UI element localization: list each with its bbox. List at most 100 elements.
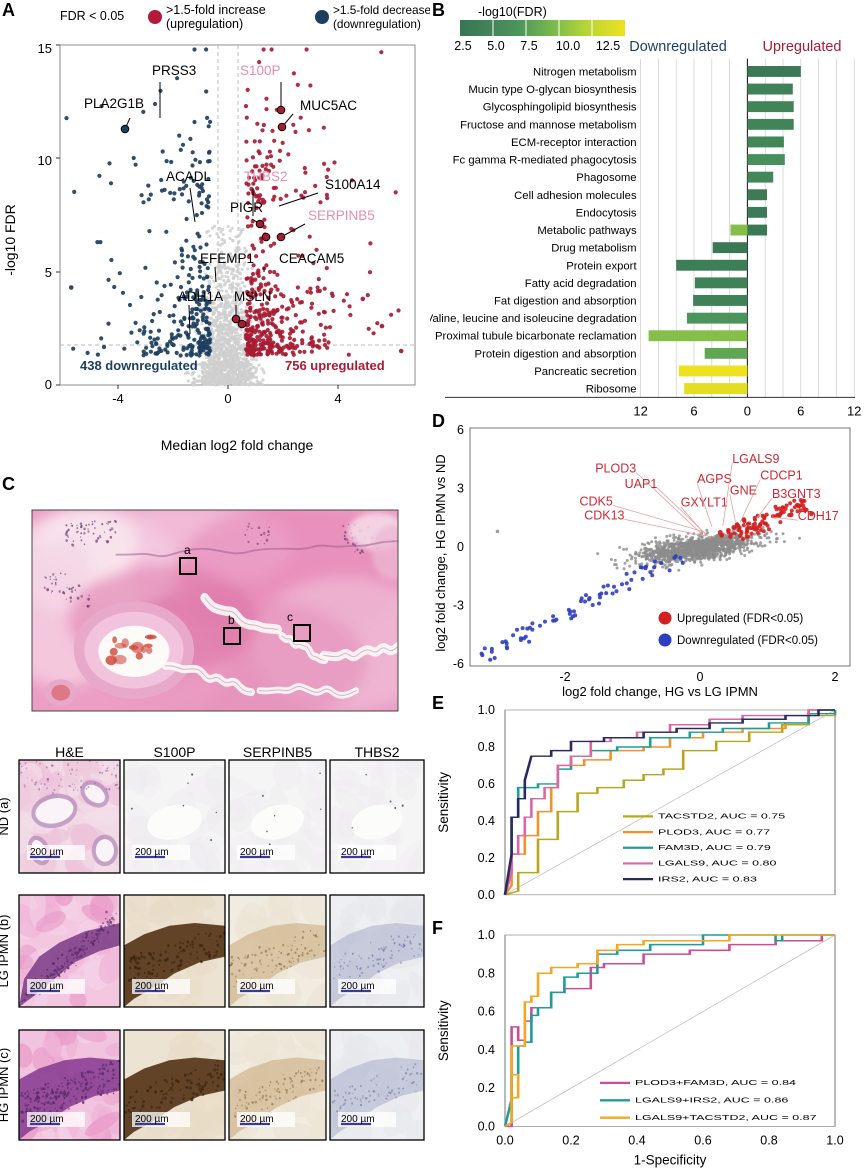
svg-text:5: 5 <box>45 265 52 280</box>
svg-text:S100P: S100P <box>153 745 195 760</box>
svg-text:A: A <box>2 0 15 20</box>
svg-text:>1.5-fold decrease: >1.5-fold decrease <box>333 3 430 17</box>
svg-text:UAP1: UAP1 <box>625 477 658 491</box>
svg-text:0: 0 <box>697 670 704 684</box>
svg-text:CEACAM5: CEACAM5 <box>279 251 344 266</box>
svg-text:PIGR: PIGR <box>230 200 263 215</box>
svg-text:FDR < 0.05: FDR < 0.05 <box>60 9 124 23</box>
svg-text:ND (a): ND (a) <box>0 797 11 835</box>
svg-text:ADH1A: ADH1A <box>178 289 223 304</box>
svg-text:Nitrogen metabolism: Nitrogen metabolism <box>533 67 637 79</box>
svg-text:Fatty acid degradation: Fatty acid degradation <box>525 278 637 290</box>
svg-text:Fructose and mannose metabolis: Fructose and mannose metabolism <box>460 119 636 131</box>
svg-text:S100P: S100P <box>240 63 281 78</box>
svg-text:CDK13: CDK13 <box>584 508 624 522</box>
svg-text:Fat digestion and absorption: Fat digestion and absorption <box>494 296 637 308</box>
svg-text:Endocytosis: Endocytosis <box>576 207 637 219</box>
svg-text:MSLN: MSLN <box>234 289 272 304</box>
svg-text:200 µm: 200 µm <box>341 847 375 858</box>
svg-text:3: 3 <box>457 482 464 496</box>
svg-text:-3: -3 <box>453 599 464 613</box>
svg-text:ACADL: ACADL <box>166 169 212 184</box>
svg-text:200 µm: 200 µm <box>135 981 169 992</box>
svg-text:(downregulation): (downregulation) <box>333 17 421 31</box>
svg-text:B: B <box>432 0 445 20</box>
svg-text:LGALS9: LGALS9 <box>732 452 779 466</box>
svg-text:0: 0 <box>457 540 464 554</box>
svg-text:AGPS: AGPS <box>697 472 732 486</box>
svg-text:B3GNT3: B3GNT3 <box>772 487 821 501</box>
svg-text:Metabolic pathways: Metabolic pathways <box>537 225 637 237</box>
svg-text:(upregulation): (upregulation) <box>166 17 243 31</box>
svg-text:log2 fold change, HG IPMN vs N: log2 fold change, HG IPMN vs ND <box>433 454 448 651</box>
svg-text:Upregulated (FDR<0.05): Upregulated (FDR<0.05) <box>677 613 803 625</box>
svg-text:H&E: H&E <box>55 745 84 760</box>
svg-text:PLA2G1B: PLA2G1B <box>84 96 144 111</box>
svg-text:-6: -6 <box>453 657 464 671</box>
svg-text:Downregulated (FDR<0.05): Downregulated (FDR<0.05) <box>677 635 818 647</box>
svg-text:200 µm: 200 µm <box>240 981 274 992</box>
svg-text:Glycosphingolipid biosynthesis: Glycosphingolipid biosynthesis <box>483 102 637 114</box>
svg-text:Pancreatic secretion: Pancreatic secretion <box>534 366 636 378</box>
svg-text:b: b <box>228 613 235 627</box>
svg-text:-2: -2 <box>559 670 570 684</box>
svg-text:EFEMP1: EFEMP1 <box>200 251 254 266</box>
svg-text:-4: -4 <box>112 391 124 406</box>
svg-text:200 µm: 200 µm <box>135 847 169 858</box>
svg-text:THBS2: THBS2 <box>244 169 288 184</box>
svg-text:S100A14: S100A14 <box>325 177 381 192</box>
svg-text:GXYLT1: GXYLT1 <box>681 496 728 510</box>
svg-text:Protein export: Protein export <box>566 260 637 272</box>
svg-text:ECM-receptor interaction: ECM-receptor interaction <box>511 137 637 149</box>
svg-text:Cell adhesion molecules: Cell adhesion molecules <box>514 190 637 202</box>
svg-text:200 µm: 200 µm <box>341 981 375 992</box>
svg-text:SERPINB5: SERPINB5 <box>308 208 375 223</box>
svg-text:2.5: 2.5 <box>454 39 471 53</box>
svg-text:>1.5-fold increase: >1.5-fold increase <box>166 3 266 17</box>
svg-text:200 µm: 200 µm <box>30 981 64 992</box>
svg-text:CDH17: CDH17 <box>798 509 839 523</box>
svg-text:SERPINB5: SERPINB5 <box>243 745 312 760</box>
svg-text:0: 0 <box>45 377 52 392</box>
svg-text:CDCP1: CDCP1 <box>760 469 802 483</box>
svg-text:LG IPMN (b): LG IPMN (b) <box>0 915 11 988</box>
svg-text:Drug metabolism: Drug metabolism <box>551 243 636 255</box>
svg-text:c: c <box>287 610 293 624</box>
svg-text:THBS2: THBS2 <box>354 745 399 760</box>
svg-text:12.5: 12.5 <box>596 39 620 53</box>
svg-text:200 µm: 200 µm <box>240 847 274 858</box>
svg-text:PLOD3: PLOD3 <box>595 462 636 476</box>
svg-text:C: C <box>2 474 15 494</box>
svg-text:2: 2 <box>832 670 839 684</box>
svg-text:CDK5: CDK5 <box>579 494 612 508</box>
svg-text:Protein digestion and absorpti: Protein digestion and absorption <box>475 348 637 360</box>
svg-text:5.0: 5.0 <box>487 39 504 53</box>
svg-text:6: 6 <box>457 423 464 437</box>
svg-text:Ribosome: Ribosome <box>586 384 637 396</box>
svg-text:HG IPMN (c): HG IPMN (c) <box>0 1048 11 1122</box>
svg-text:Phagosome: Phagosome <box>576 172 636 184</box>
svg-text:15: 15 <box>38 41 52 56</box>
svg-text:200 µm: 200 µm <box>30 847 64 858</box>
svg-text:Downregulated: Downregulated <box>629 39 727 55</box>
svg-text:a: a <box>184 543 191 557</box>
svg-text:756 upregulated: 756 upregulated <box>285 358 385 373</box>
svg-text:Fc gamma R-mediated phagocytos: Fc gamma R-mediated phagocytosis <box>453 155 637 167</box>
svg-text:200 µm: 200 µm <box>30 1114 64 1125</box>
svg-text:MUC5AC: MUC5AC <box>300 98 357 113</box>
svg-text:GNE: GNE <box>730 484 757 498</box>
svg-text:PRSS3: PRSS3 <box>152 63 196 78</box>
svg-text:7.5: 7.5 <box>520 39 537 53</box>
svg-text:D: D <box>432 413 445 431</box>
svg-text:4: 4 <box>334 391 341 406</box>
svg-text:0: 0 <box>224 391 231 406</box>
svg-text:-log10(FDR): -log10(FDR) <box>478 5 547 19</box>
svg-text:Valine, leucine and isoleucine: Valine, leucine and isoleucine degradati… <box>430 313 637 325</box>
svg-text:10.0: 10.0 <box>556 39 580 53</box>
svg-text:-log10 FDR: -log10 FDR <box>2 204 18 276</box>
svg-text:438 downregulated: 438 downregulated <box>80 358 198 373</box>
svg-text:10: 10 <box>38 153 52 168</box>
svg-text:Mucin type O-glycan biosynthes: Mucin type O-glycan biosynthesis <box>468 84 637 96</box>
svg-text:Median log2 fold change: Median log2 fold change <box>161 437 314 453</box>
svg-text:Upregulated: Upregulated <box>763 39 842 55</box>
